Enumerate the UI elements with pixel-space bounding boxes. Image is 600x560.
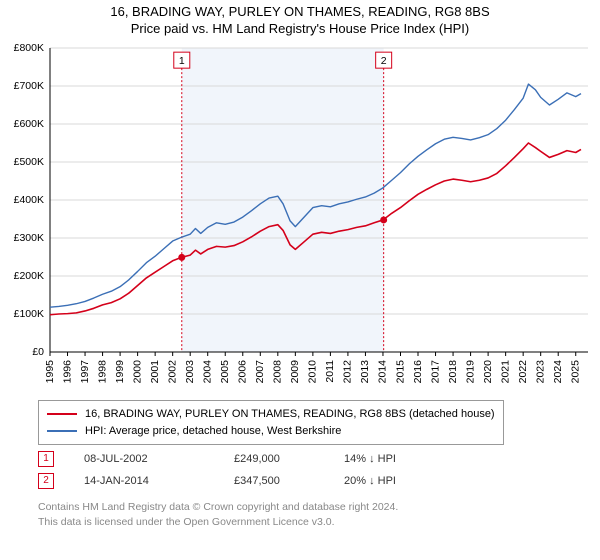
transaction-price: £347,500 — [234, 475, 344, 487]
svg-text:2021: 2021 — [499, 360, 511, 384]
svg-text:£200K: £200K — [14, 270, 44, 282]
chart-header: 16, BRADING WAY, PURLEY ON THAMES, READI… — [0, 0, 600, 36]
transaction-date: 08-JUL-2002 — [84, 453, 234, 465]
footer-line: This data is licensed under the Open Gov… — [38, 515, 398, 530]
svg-text:2002: 2002 — [166, 360, 178, 384]
svg-text:£600K: £600K — [14, 118, 44, 130]
svg-text:1999: 1999 — [114, 360, 126, 384]
legend-swatch — [47, 413, 77, 415]
svg-text:2025: 2025 — [570, 360, 582, 384]
svg-text:1995: 1995 — [44, 360, 56, 384]
svg-text:1998: 1998 — [96, 360, 108, 384]
legend-swatch — [47, 430, 77, 432]
svg-text:£400K: £400K — [14, 194, 44, 206]
svg-text:2003: 2003 — [184, 360, 196, 384]
svg-text:1: 1 — [179, 55, 185, 67]
svg-text:£800K: £800K — [14, 42, 44, 54]
svg-text:2008: 2008 — [272, 360, 284, 384]
table-row: 1 08-JUL-2002 £249,000 14% ↓ HPI — [38, 448, 464, 470]
svg-text:2018: 2018 — [447, 360, 459, 384]
transaction-marker: 2 — [38, 473, 54, 489]
svg-text:2024: 2024 — [552, 360, 564, 384]
transactions-table: 1 08-JUL-2002 £249,000 14% ↓ HPI 2 14-JA… — [38, 448, 464, 492]
transaction-date: 14-JAN-2014 — [84, 475, 234, 487]
svg-text:2007: 2007 — [254, 360, 266, 384]
svg-text:1996: 1996 — [61, 360, 73, 384]
svg-text:2009: 2009 — [289, 360, 301, 384]
svg-text:2000: 2000 — [131, 360, 143, 384]
transaction-price: £249,000 — [234, 453, 344, 465]
footer-attribution: Contains HM Land Registry data © Crown c… — [38, 500, 398, 529]
svg-text:2010: 2010 — [307, 360, 319, 384]
transaction-marker: 1 — [38, 451, 54, 467]
title-subtitle: Price paid vs. HM Land Registry's House … — [0, 21, 600, 36]
svg-text:£0: £0 — [32, 346, 44, 358]
svg-text:£100K: £100K — [14, 308, 44, 320]
legend-row-property: 16, BRADING WAY, PURLEY ON THAMES, READI… — [47, 406, 495, 423]
svg-text:2014: 2014 — [377, 360, 389, 384]
legend-label: HPI: Average price, detached house, West… — [85, 423, 341, 440]
svg-text:2001: 2001 — [149, 360, 161, 384]
price-chart: £0 £100K £200K £300K £400K £500K £600K £700K £80… — [0, 42, 600, 394]
svg-text:£700K: £700K — [14, 80, 44, 92]
svg-text:2013: 2013 — [359, 360, 371, 384]
legend-label: 16, BRADING WAY, PURLEY ON THAMES, READI… — [85, 406, 495, 423]
svg-text:2022: 2022 — [517, 360, 529, 384]
footer-line: Contains HM Land Registry data © Crown c… — [38, 500, 398, 515]
svg-text:£500K: £500K — [14, 156, 44, 168]
svg-text:2004: 2004 — [202, 360, 214, 384]
svg-text:2015: 2015 — [394, 360, 406, 384]
svg-text:2011: 2011 — [324, 360, 336, 383]
svg-text:2: 2 — [381, 55, 387, 67]
svg-text:1997: 1997 — [79, 360, 91, 384]
table-row: 2 14-JAN-2014 £347,500 20% ↓ HPI — [38, 470, 464, 492]
svg-text:2023: 2023 — [534, 360, 546, 384]
svg-text:£300K: £300K — [14, 232, 44, 244]
svg-text:2016: 2016 — [412, 360, 424, 384]
svg-text:2020: 2020 — [482, 360, 494, 384]
transaction-diff: 14% ↓ HPI — [344, 453, 464, 465]
transaction-diff: 20% ↓ HPI — [344, 475, 464, 487]
svg-text:2017: 2017 — [429, 360, 441, 384]
svg-text:2019: 2019 — [464, 360, 476, 384]
svg-text:2006: 2006 — [237, 360, 249, 384]
svg-text:2005: 2005 — [219, 360, 231, 384]
legend: 16, BRADING WAY, PURLEY ON THAMES, READI… — [38, 400, 504, 445]
svg-text:2012: 2012 — [342, 360, 354, 384]
legend-row-hpi: HPI: Average price, detached house, West… — [47, 423, 495, 440]
title-address: 16, BRADING WAY, PURLEY ON THAMES, READI… — [0, 4, 600, 19]
